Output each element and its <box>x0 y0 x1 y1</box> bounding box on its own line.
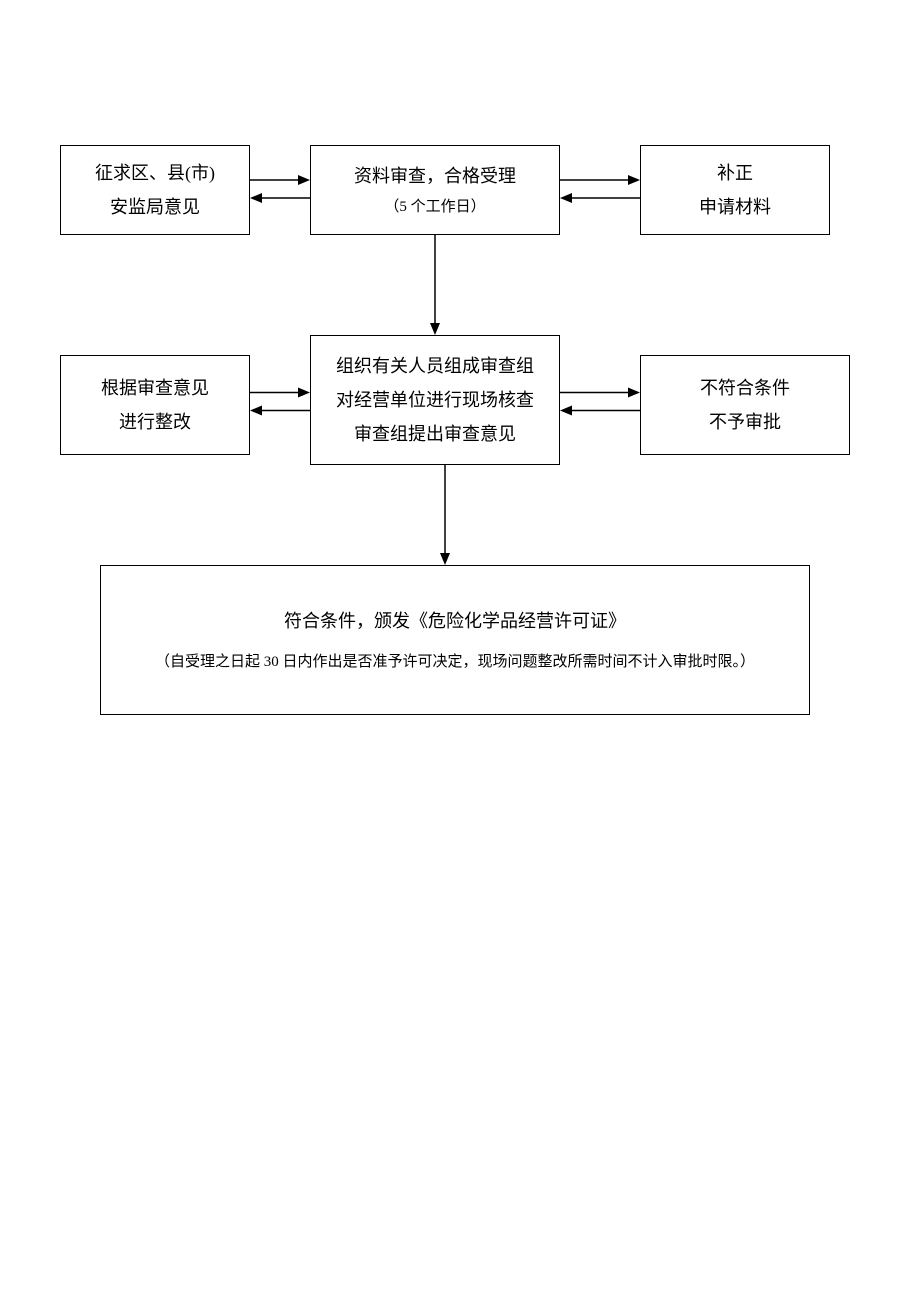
node-line: 补正 <box>717 156 753 190</box>
node-line: 安监局意见 <box>110 190 200 224</box>
node-line: 审查组提出审查意见 <box>354 417 516 451</box>
node-line: 不符合条件 <box>700 371 790 405</box>
node-issue-license: 符合条件，颁发《危险化学品经营许可证》 （自受理之日起 30 日内作出是否准予许… <box>100 565 810 715</box>
node-onsite-review: 组织有关人员组成审查组 对经营单位进行现场核查 审查组提出审查意见 <box>310 335 560 465</box>
node-rectify: 根据审查意见 进行整改 <box>60 355 250 455</box>
node-line: 根据审查意见 <box>101 371 209 405</box>
node-line: 征求区、县(市) <box>95 156 215 190</box>
node-not-approved: 不符合条件 不予审批 <box>640 355 850 455</box>
node-line: 资料审查，合格受理 <box>354 159 516 193</box>
node-line: 不予审批 <box>709 405 781 439</box>
node-line: 申请材料 <box>699 190 771 224</box>
node-sub: （5 个工作日） <box>384 193 485 222</box>
node-supplement-materials: 补正 申请材料 <box>640 145 830 235</box>
node-solicit-opinion: 征求区、县(市) 安监局意见 <box>60 145 250 235</box>
node-line: 进行整改 <box>119 405 191 439</box>
node-line: 组织有关人员组成审查组 <box>336 349 534 383</box>
node-fine: （自受理之日起 30 日内作出是否准予许可决定，现场问题整改所需时间不计入审批时… <box>155 648 755 677</box>
node-line: 对经营单位进行现场核查 <box>336 383 534 417</box>
flowchart-canvas: 征求区、县(市) 安监局意见 资料审查，合格受理 （5 个工作日） 补正 申请材… <box>0 0 920 1302</box>
node-material-review: 资料审查，合格受理 （5 个工作日） <box>310 145 560 235</box>
node-headline: 符合条件，颁发《危险化学品经营许可证》 <box>284 604 626 638</box>
